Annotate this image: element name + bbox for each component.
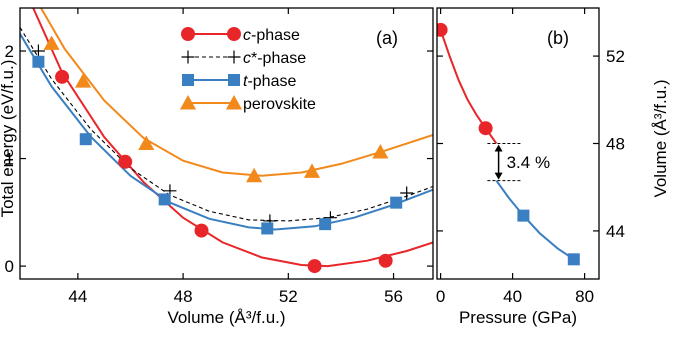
panel-b-plot-area [437,22,580,266]
marker-perovskite-4 [303,163,321,178]
y-tick-label: 2 [5,42,14,61]
marker-c-phase-2 [194,223,209,238]
panel-b: 0 40 80 44 48 52 3.4 % (b) Pressure (GPa) Vol… [436,7,670,327]
marker-perovskite-0 [43,35,60,50]
panel-b-ticks: 0 40 80 44 48 52 [436,8,625,306]
legend-marker [181,50,195,64]
legend-label: c-phase [243,27,300,44]
x-tick-label: 44 [68,287,87,306]
x-tick-label: 56 [384,287,403,306]
legend-item-perovskite: perovskite [179,94,316,113]
marker-perovskite-2 [138,135,155,150]
panel-a-ticks: 44 48 52 56 0 1 2 [5,8,433,306]
marker-t-phase-0 [32,55,45,68]
legend-marker [182,74,194,86]
marker-t-phase-3 [261,222,274,235]
marker-perovskite-3 [246,167,263,183]
x-tick-label: 40 [503,287,522,306]
legend-item-c-phase: c-phase [181,27,300,44]
panel-a-frame [19,7,434,280]
panel-a: 44 48 52 56 0 1 2 c-phase c*-phase t-phase perovs… [0,7,434,327]
legend-marker [227,27,241,41]
legend-marker [179,94,197,110]
x-tick-label: 80 [575,287,594,306]
panel-b-label: (b) [547,28,569,48]
marker-perovskite-1 [75,73,92,88]
panel-a-y-axis-label: Total energy (eV/f.u.) [0,60,17,218]
marker-c-phase-0 [55,69,70,84]
marker-t-phase-1 [79,133,92,146]
legend-item-c-phase: c*-phase [181,50,306,67]
arrow-head-up [494,144,503,152]
marker-t-phase-5 [390,196,403,209]
marker-t-phase-0 [517,209,530,222]
legend-label: c*-phase [243,50,306,67]
legend-marker [225,94,243,110]
arrow-head-down [494,172,503,180]
marker-c-phase-4 [400,186,414,200]
legend-marker [181,27,195,41]
panel-a-plot-area [20,8,433,274]
legend-item-t-phase: t-phase [182,73,296,90]
volume-collapse-label: 3.4 % [507,153,550,172]
curve-t-phase [20,33,433,231]
marker-c-phase-0 [31,44,45,58]
panel-a-x-axis-label: Volume (Å³/f.u.) [167,308,285,327]
marker-c-phase-1 [478,121,493,136]
y-tick-label: 44 [606,222,625,241]
curve-c-phase [32,8,433,268]
panel-b-x-axis-label: Pressure (GPa) [459,308,577,327]
legend-label: perovskite [243,96,316,113]
marker-c-phase-1 [118,154,133,169]
x-tick-label: 48 [174,287,193,306]
panel-b-y-axis-label: Volume (Å³/f.u.) [651,79,670,197]
marker-t-phase-4 [319,218,332,231]
marker-t-phase-1 [567,253,580,266]
legend: c-phase c*-phase t-phase perovskite [179,27,316,113]
y-tick-label: 1 [5,150,14,169]
y-tick-label: 52 [606,47,625,66]
marker-c-phase-4 [378,253,393,268]
marker-perovskite-5 [372,144,389,159]
legend-marker [227,50,241,64]
marker-t-phase-2 [158,193,171,206]
y-tick-label: 0 [5,257,14,276]
marker-c-phase-0 [437,22,448,37]
y-tick-label: 48 [606,135,625,154]
panel-a-label: (a) [376,28,398,48]
compression-annotation: 3.4 % [487,143,550,182]
legend-label: t-phase [243,73,296,90]
panel-b-frame [436,7,600,280]
curve-c-phase [20,27,433,222]
marker-c-phase-3 [307,259,322,274]
x-tick-label: 0 [436,287,445,306]
curve-t-phase [495,180,575,261]
x-tick-label: 52 [279,287,298,306]
legend-marker [228,74,240,86]
curve-perovskite [40,8,433,177]
